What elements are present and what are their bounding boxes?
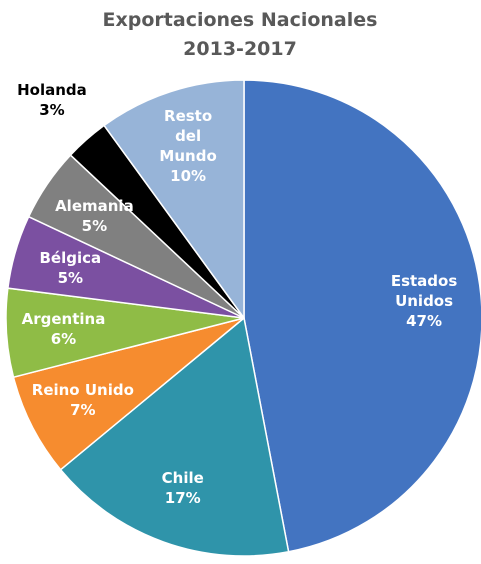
slice-value: 47% <box>406 311 443 330</box>
slice-label: Chile 17% <box>125 468 241 508</box>
slice-name: Chile <box>161 469 204 488</box>
slice-label: Estados Unidos 47% <box>366 271 481 331</box>
slice-label: Argentina 6% <box>5 309 121 349</box>
slice-value: 3% <box>39 101 65 120</box>
slice-name: Argentina <box>21 310 106 329</box>
slice-name: Holanda <box>17 81 87 100</box>
slice-name: Estados Unidos <box>390 271 458 310</box>
slice-label: Resto del Mundo 10% <box>130 106 246 186</box>
chart-title: Exportaciones Nacionales 2013-2017 <box>102 9 378 60</box>
pie-slice <box>103 79 245 321</box>
slice-name: Alemania <box>55 197 134 216</box>
slice-value: 7% <box>70 401 96 420</box>
pie-slice <box>12 317 245 471</box>
slice-label: Reino Unido 7% <box>25 380 141 420</box>
slice-value: 6% <box>50 330 77 349</box>
slice-value: 5% <box>81 217 108 236</box>
slice-label: Alemania 5% <box>36 196 152 236</box>
slice-value: 5% <box>57 268 84 287</box>
slice-label: Bélgica 5% <box>12 248 128 288</box>
slice-value: 17% <box>164 489 201 508</box>
slice-name: Resto del Mundo <box>159 106 217 165</box>
pie-slice <box>59 316 290 557</box>
slice-name: Reino Unido <box>31 381 134 400</box>
slice-label: Holanda 3% <box>0 80 110 120</box>
slice-name: Bélgica <box>39 248 102 267</box>
slice-value: 10% <box>170 166 207 185</box>
